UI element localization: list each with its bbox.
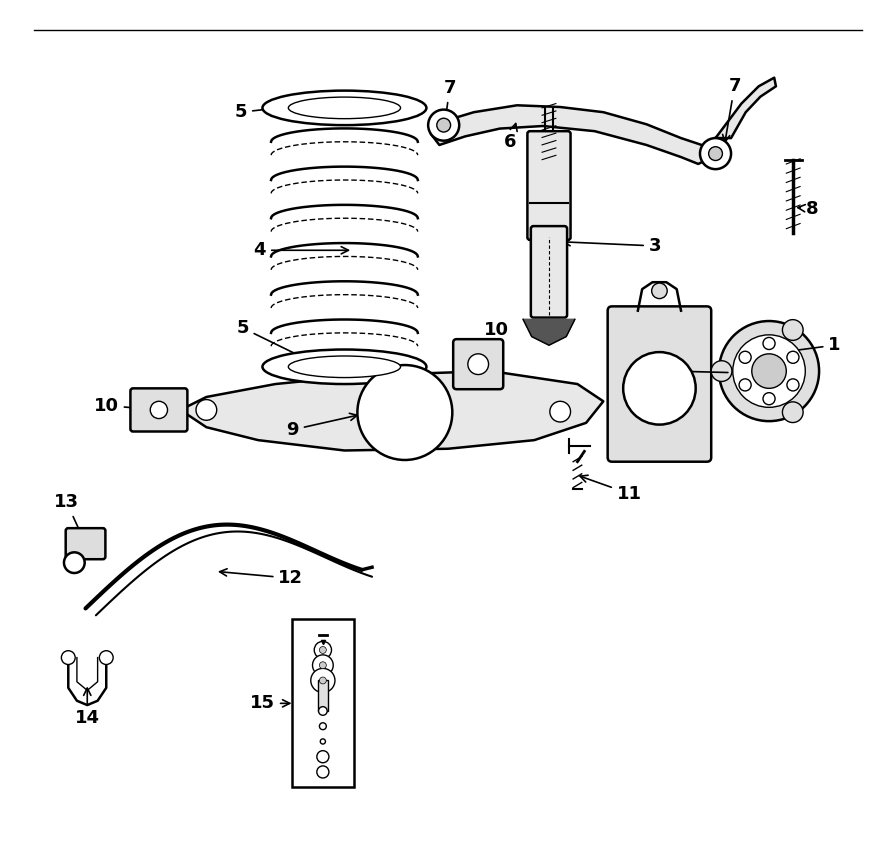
Polygon shape (180, 371, 603, 450)
Circle shape (311, 669, 335, 692)
Circle shape (700, 138, 731, 169)
Bar (292, 620, 354, 787)
Circle shape (719, 321, 819, 421)
Circle shape (752, 354, 787, 388)
Circle shape (319, 707, 327, 715)
Circle shape (651, 283, 668, 299)
Text: 10: 10 (94, 397, 156, 414)
Text: 7: 7 (443, 79, 456, 121)
Text: 9: 9 (287, 413, 358, 438)
Bar (318, 680, 328, 711)
Circle shape (763, 337, 775, 350)
Circle shape (739, 351, 751, 363)
Circle shape (319, 646, 326, 653)
Text: 10: 10 (480, 321, 509, 360)
Circle shape (319, 723, 326, 730)
Text: 6: 6 (504, 123, 517, 151)
Circle shape (550, 401, 571, 422)
Circle shape (317, 751, 329, 763)
Circle shape (64, 552, 85, 573)
Text: 7: 7 (722, 78, 741, 142)
Circle shape (428, 110, 460, 141)
Ellipse shape (289, 97, 401, 119)
Circle shape (739, 379, 751, 391)
Circle shape (61, 651, 75, 665)
Circle shape (313, 655, 333, 676)
Polygon shape (716, 78, 776, 138)
Circle shape (782, 319, 803, 340)
Text: 5: 5 (235, 101, 312, 121)
Circle shape (709, 147, 722, 161)
Circle shape (468, 354, 488, 375)
Circle shape (151, 401, 168, 419)
Ellipse shape (263, 350, 426, 384)
Circle shape (358, 365, 452, 460)
Circle shape (436, 118, 451, 132)
Circle shape (787, 379, 799, 391)
Text: 13: 13 (54, 494, 84, 539)
Text: 2: 2 (677, 364, 746, 381)
Circle shape (196, 400, 217, 420)
Text: 5: 5 (237, 319, 313, 362)
Circle shape (782, 402, 803, 423)
Circle shape (320, 739, 325, 744)
FancyBboxPatch shape (65, 528, 106, 559)
Text: 12: 12 (220, 569, 304, 587)
Circle shape (733, 335, 806, 407)
FancyBboxPatch shape (453, 339, 504, 389)
Circle shape (787, 351, 799, 363)
Ellipse shape (289, 356, 401, 378)
Circle shape (319, 677, 326, 684)
Text: 3: 3 (563, 237, 661, 255)
Polygon shape (431, 105, 716, 164)
FancyBboxPatch shape (528, 131, 571, 240)
Text: 11: 11 (580, 476, 642, 502)
Ellipse shape (263, 91, 426, 125)
Circle shape (763, 393, 775, 405)
FancyBboxPatch shape (530, 226, 567, 318)
Polygon shape (523, 319, 575, 345)
Circle shape (711, 361, 732, 381)
FancyBboxPatch shape (607, 306, 711, 462)
Circle shape (314, 641, 332, 658)
Circle shape (624, 352, 695, 425)
FancyBboxPatch shape (131, 388, 187, 432)
Text: 8: 8 (797, 200, 819, 217)
Text: 4: 4 (254, 242, 349, 259)
Text: 1: 1 (773, 337, 840, 356)
Circle shape (317, 766, 329, 778)
Circle shape (319, 662, 326, 669)
Circle shape (99, 651, 113, 665)
Text: 15: 15 (250, 695, 289, 712)
Text: 14: 14 (74, 688, 99, 727)
